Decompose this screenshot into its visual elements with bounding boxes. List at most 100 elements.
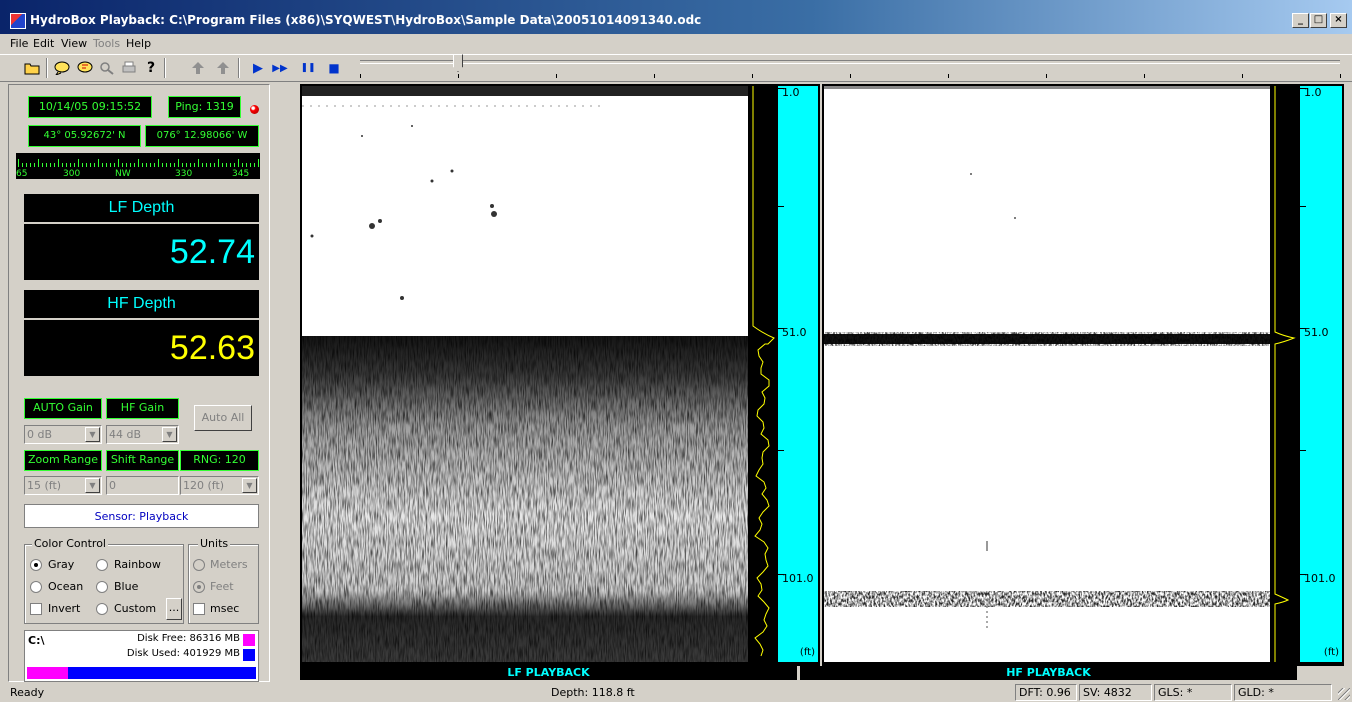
compass-tick — [46, 163, 47, 167]
maximize-button[interactable]: □ — [1310, 13, 1327, 28]
help-icon[interactable]: ? — [146, 60, 156, 76]
color-blue-radio[interactable] — [96, 581, 108, 593]
mark-alt-icon[interactable] — [213, 58, 233, 78]
ping-indicator-led — [250, 105, 259, 114]
toolbar: ? ▶ ▶▶ ❚❚ ■ — [0, 54, 1352, 82]
compass-tick — [18, 159, 19, 167]
menu-tools[interactable]: Tools — [93, 37, 121, 50]
lf-channel-label: LF PLAYBACK — [300, 666, 797, 680]
menu-file[interactable]: File — [10, 37, 29, 50]
play-icon[interactable]: ▶ — [253, 60, 263, 76]
close-button[interactable]: × — [1330, 13, 1347, 28]
units-feet-radio[interactable] — [193, 581, 205, 593]
rng-button[interactable]: RNG: 120 — [180, 450, 259, 471]
hf-trace-column — [1270, 86, 1300, 662]
compass-tick — [198, 159, 199, 167]
shift-range-input[interactable]: 0 — [106, 476, 179, 495]
compass-label: 330 — [175, 169, 193, 179]
slider-tick — [1242, 74, 1243, 78]
compass-tick — [22, 163, 23, 167]
title-bar[interactable]: HydroBox Playback: C:\Program Files (x86… — [0, 0, 1352, 34]
fast-forward-icon[interactable]: ▶▶ — [272, 62, 288, 74]
zoom-icon[interactable] — [97, 58, 117, 78]
chevron-down-icon[interactable]: ▼ — [85, 478, 100, 493]
speak-alt-icon[interactable] — [75, 58, 95, 78]
units-meters-radio[interactable] — [193, 559, 205, 571]
hf-gain-select[interactable]: 44 dB ▼ — [106, 425, 179, 444]
auto-gain-button[interactable]: AUTO Gain — [24, 398, 102, 419]
playback-slider-track[interactable] — [360, 60, 1340, 64]
compass-label: NW — [115, 169, 131, 179]
compass-tick — [42, 163, 43, 167]
compass-tick — [86, 163, 87, 167]
compass-tick — [230, 163, 231, 167]
speak-icon[interactable] — [52, 58, 72, 78]
slider-tick — [948, 74, 949, 78]
status-depth: Depth: 118.8 ft — [551, 686, 635, 699]
pause-icon[interactable]: ❚❚ — [300, 63, 316, 73]
menu-edit[interactable]: Edit — [33, 37, 55, 50]
units-legend: Units — [198, 537, 231, 550]
lf-echogram[interactable] — [302, 86, 748, 662]
compass-tick — [258, 159, 259, 167]
compass-tick — [110, 163, 111, 167]
resize-grip-icon[interactable] — [1338, 688, 1350, 700]
hf-echogram[interactable] — [824, 86, 1270, 662]
hf-scale-mark: 1.0 — [1304, 86, 1322, 99]
hf-echogram-image — [824, 86, 1270, 662]
print-icon[interactable] — [119, 58, 139, 78]
color-ocean-radio[interactable] — [30, 581, 42, 593]
invert-checkbox[interactable] — [30, 603, 42, 615]
zoom-range-button[interactable]: Zoom Range — [24, 450, 102, 471]
disk-free-fill — [27, 667, 68, 679]
toolbar-separator — [238, 58, 240, 78]
stop-icon[interactable]: ■ — [328, 61, 340, 75]
color-custom-radio[interactable] — [96, 603, 108, 615]
compass-tick — [134, 163, 135, 167]
compass-tick — [38, 159, 39, 167]
color-rainbow-radio[interactable] — [96, 559, 108, 571]
status-bar: Ready Depth: 118.8 ft DFT: 0.96 SV: 4832… — [0, 682, 1352, 702]
toolbar-separator — [164, 58, 166, 78]
compass-tick — [30, 163, 31, 167]
color-blue-label: Blue — [114, 580, 139, 593]
slider-tick — [752, 74, 753, 78]
compass-tick — [98, 159, 99, 167]
playback-slider-thumb[interactable] — [453, 54, 463, 72]
compass-tick — [202, 163, 203, 167]
compass-tick — [26, 163, 27, 167]
lf-scale-mark: 51.0 — [782, 326, 807, 339]
menu-help[interactable]: Help — [126, 37, 152, 50]
color-gray-radio[interactable] — [30, 559, 42, 571]
slider-tick — [1144, 74, 1145, 78]
auto-all-button[interactable]: Auto All — [194, 405, 252, 431]
custom-color-browse-button[interactable]: ... — [166, 598, 182, 620]
auto-gain-select[interactable]: 0 dB ▼ — [24, 425, 102, 444]
zoom-range-select[interactable]: 15 (ft) ▼ — [24, 476, 102, 495]
compass-tick — [62, 163, 63, 167]
rng-select[interactable]: 120 (ft) ▼ — [180, 476, 259, 495]
chevron-down-icon[interactable]: ▼ — [85, 427, 100, 442]
status-gls: GLS: * — [1154, 684, 1232, 701]
msec-checkbox[interactable] — [193, 603, 205, 615]
shift-range-button[interactable]: Shift Range — [106, 450, 179, 471]
chevron-down-icon[interactable]: ▼ — [162, 427, 177, 442]
datetime-display: 10/14/05 09:15:52 — [28, 96, 152, 118]
slider-tick — [1340, 74, 1341, 78]
lf-trace-column — [748, 86, 778, 662]
menu-view[interactable]: View — [61, 37, 88, 50]
hf-gain-button[interactable]: HF Gain — [106, 398, 179, 419]
toolbar-separator — [46, 58, 48, 78]
slider-tick — [850, 74, 851, 78]
latitude-display: 43° 05.92672' N — [28, 125, 141, 147]
mark-icon[interactable] — [188, 58, 208, 78]
lf-depth-scale: 1.0 51.0 101.0 (ft) — [778, 86, 818, 662]
compass-tick — [66, 163, 67, 167]
chevron-down-icon[interactable]: ▼ — [242, 478, 257, 493]
minimize-button[interactable]: _ — [1292, 13, 1309, 28]
open-folder-icon[interactable] — [22, 58, 42, 78]
auto-gain-value: 0 dB — [27, 428, 53, 441]
longitude-display: 076° 12.98066' W — [145, 125, 259, 147]
compass-tick — [130, 163, 131, 167]
compass-tick — [150, 163, 151, 167]
